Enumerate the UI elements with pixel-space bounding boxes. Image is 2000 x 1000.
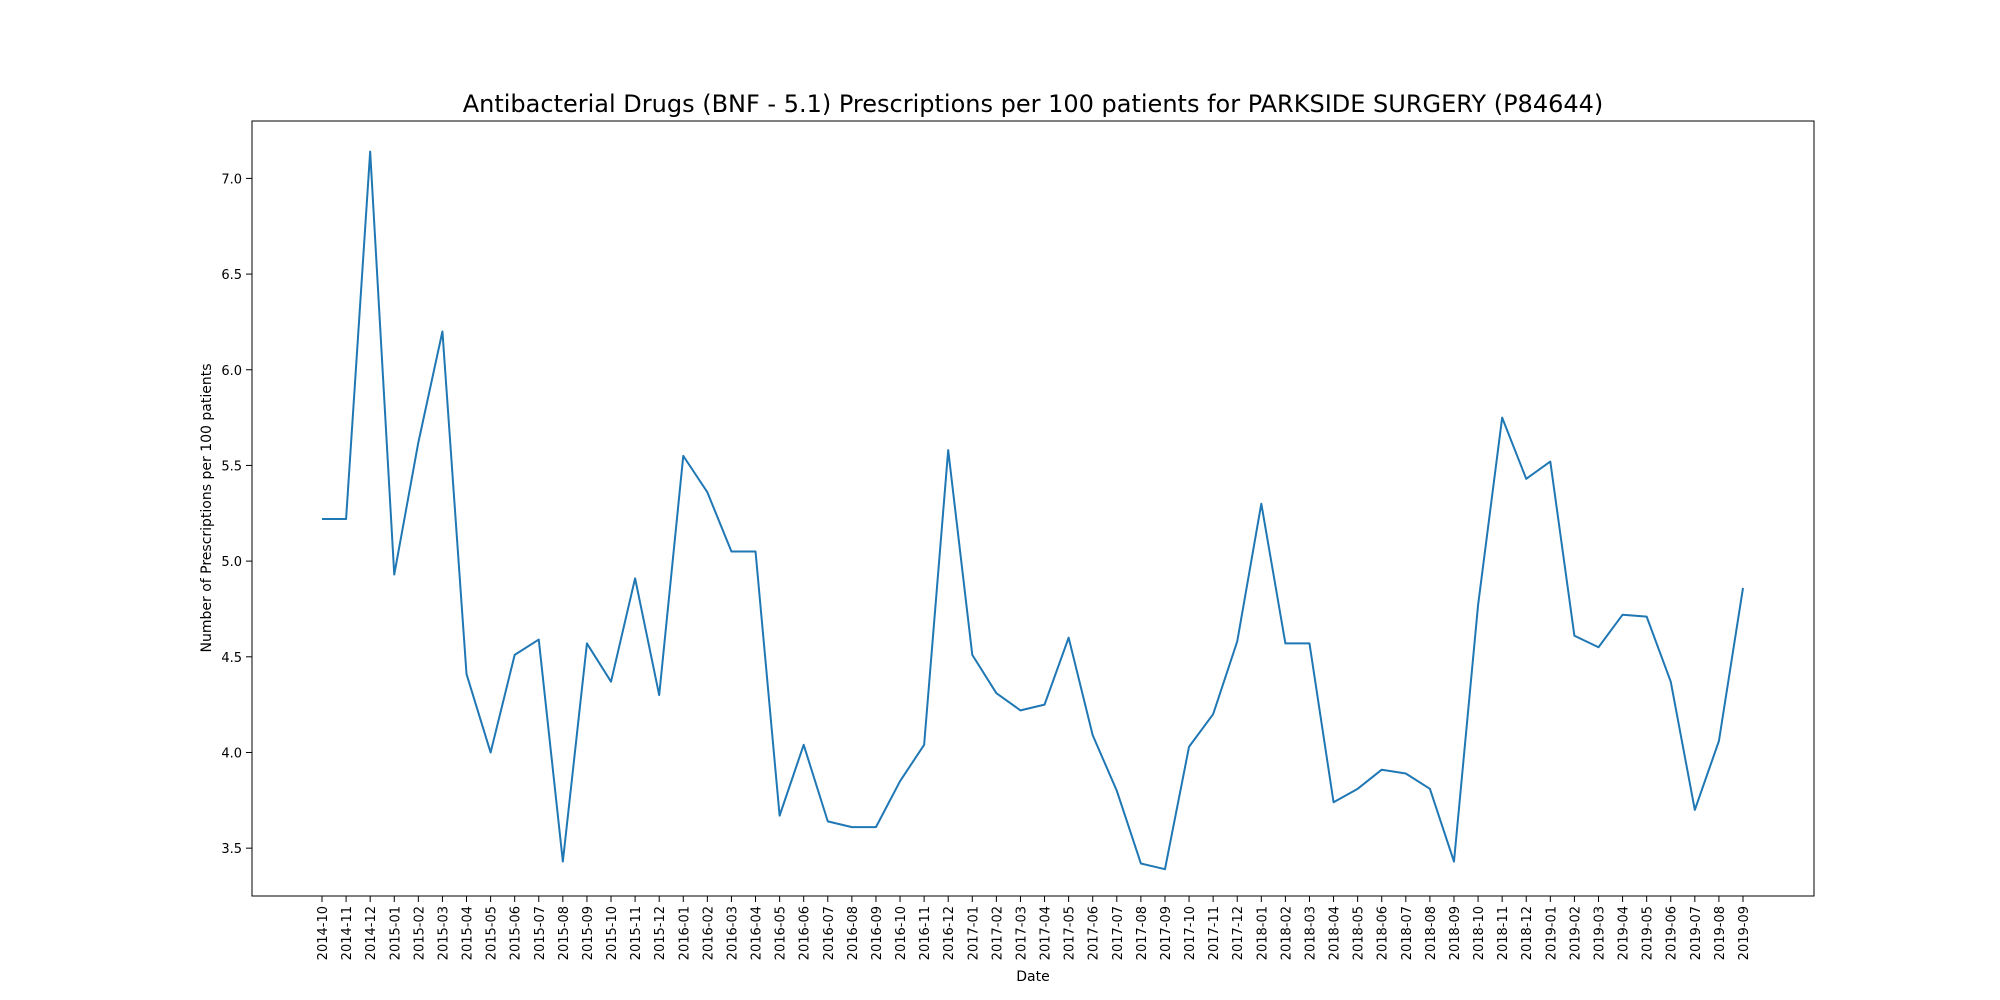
x-tick-label: 2017-07	[1111, 906, 1126, 960]
x-tick-label: 2019-01	[1544, 906, 1559, 960]
x-tick-label: 2015-12	[653, 906, 668, 960]
x-tick-label: 2018-11	[1496, 906, 1511, 960]
x-tick-label: 2016-01	[677, 906, 692, 960]
y-tick-label: 5.0	[221, 555, 242, 570]
y-tick-label: 6.0	[221, 364, 242, 379]
x-tick-label: 2017-12	[1231, 906, 1246, 960]
x-tick-label: 2014-12	[364, 906, 379, 960]
x-tick-label: 2017-01	[966, 906, 981, 960]
x-tick-label: 2019-03	[1592, 906, 1607, 960]
x-tick-label: 2016-05	[774, 906, 789, 960]
x-tick-label: 2015-01	[388, 906, 403, 960]
x-tick-label: 2017-05	[1063, 906, 1078, 960]
x-tick-label: 2018-08	[1424, 906, 1439, 960]
x-tick-label: 2017-06	[1087, 906, 1102, 960]
x-tick-label: 2016-02	[701, 906, 716, 960]
plot-area	[251, 120, 1815, 897]
x-tick-label: 2015-09	[581, 906, 596, 960]
x-tick-label: 2015-05	[485, 906, 500, 960]
x-tick-label: 2019-02	[1568, 906, 1583, 960]
x-tick-label: 2017-04	[1039, 906, 1054, 960]
y-tick-label: 5.5	[221, 459, 242, 474]
x-tick-label: 2015-04	[461, 906, 476, 960]
x-tick-label: 2018-07	[1400, 906, 1415, 960]
x-tick-label: 2015-08	[557, 906, 572, 960]
x-tick-label: 2018-05	[1352, 906, 1367, 960]
y-axis-label: Number of Prescriptions per 100 patients	[199, 364, 215, 653]
x-tick-label: 2019-07	[1689, 906, 1704, 960]
x-tick-label: 2015-11	[629, 906, 644, 960]
x-tick-label: 2016-08	[846, 906, 861, 960]
x-tick-label: 2016-11	[918, 906, 933, 960]
x-tick-label: 2017-03	[1014, 906, 1029, 960]
x-tick-label: 2018-01	[1255, 906, 1270, 960]
x-tick-label: 2018-06	[1376, 906, 1391, 960]
x-tick-label: 2019-09	[1737, 906, 1752, 960]
x-tick-label: 2015-10	[605, 906, 620, 960]
x-axis-label: Date	[1016, 969, 1049, 985]
y-tick-label: 3.5	[221, 842, 242, 857]
x-tick-label: 2018-03	[1303, 906, 1318, 960]
x-tick-label: 2015-07	[533, 906, 548, 960]
x-tick-label: 2016-06	[798, 906, 813, 960]
x-tick-label: 2018-10	[1472, 906, 1487, 960]
x-axis: 2014-10 2014-11 2014-12 2015-01 2015-02 2015-…	[316, 896, 1752, 960]
x-tick-label: 2014-10	[316, 906, 331, 960]
y-tick-label: 6.5	[221, 268, 242, 283]
x-tick-label: 2015-02	[412, 906, 427, 960]
x-tick-label: 2018-04	[1328, 906, 1343, 960]
x-tick-label: 2016-10	[894, 906, 909, 960]
x-tick-label: 2019-08	[1713, 906, 1728, 960]
y-tick-label: 4.0	[221, 746, 242, 761]
x-tick-label: 2019-04	[1617, 906, 1632, 960]
x-tick-label: 2019-05	[1641, 906, 1656, 960]
x-tick-label: 2016-03	[725, 906, 740, 960]
x-tick-label: 2016-04	[750, 906, 765, 960]
chart-title: Antibacterial Drugs (BNF - 5.1) Prescrip…	[463, 90, 1604, 118]
x-tick-label: 2017-11	[1207, 906, 1222, 960]
x-tick-label: 2015-06	[509, 906, 524, 960]
y-axis: 3.5 4.0 4.5 5.0 5.5 6.0 6.5 7.0	[221, 172, 252, 857]
x-tick-label: 2018-02	[1279, 906, 1294, 960]
x-tick-label: 2016-07	[822, 906, 837, 960]
y-tick-label: 4.5	[221, 651, 242, 666]
x-tick-label: 2018-12	[1520, 906, 1535, 960]
x-tick-label: 2016-09	[870, 906, 885, 960]
x-tick-label: 2017-02	[990, 906, 1005, 960]
series-line	[322, 150, 1744, 871]
x-tick-label: 2017-09	[1159, 906, 1174, 960]
x-tick-label: 2017-10	[1183, 906, 1198, 960]
y-tick-label: 7.0	[221, 172, 242, 187]
x-tick-label: 2015-03	[436, 906, 451, 960]
x-tick-label: 2016-12	[942, 906, 957, 960]
x-tick-label: 2014-11	[340, 906, 355, 960]
x-tick-label: 2018-09	[1448, 906, 1463, 960]
x-tick-label: 2019-06	[1665, 906, 1680, 960]
x-tick-label: 2017-08	[1135, 906, 1150, 960]
